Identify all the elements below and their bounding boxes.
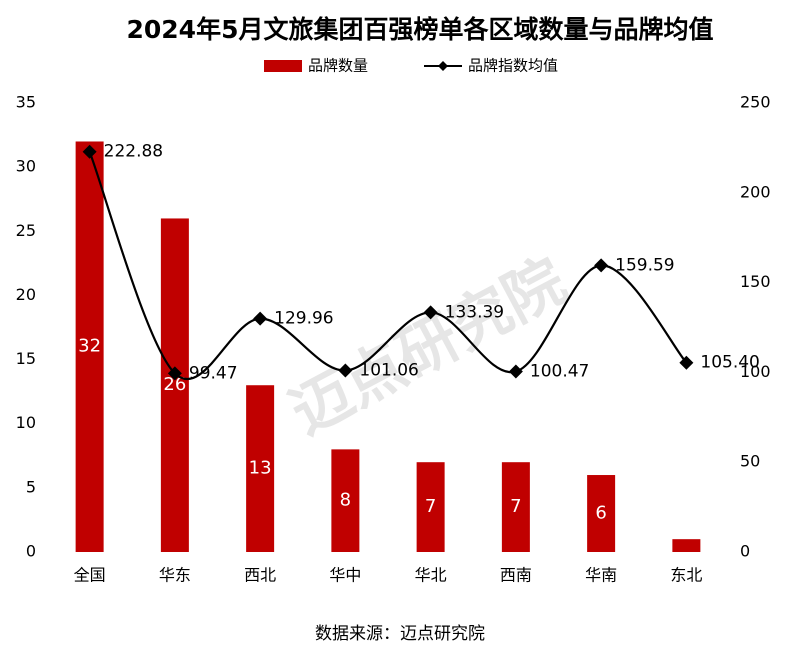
bar (587, 475, 616, 552)
line-value-label: 222.88 (104, 142, 163, 162)
x-tick-label: 西南 (500, 566, 532, 585)
bar-value-label: 32 (78, 336, 101, 357)
y-tick-label: 15 (16, 349, 36, 368)
line-marker (508, 364, 523, 379)
y2-tick-label: 50 (740, 452, 760, 471)
bar (75, 141, 104, 552)
legend-swatch (264, 60, 302, 72)
bar (501, 462, 530, 552)
y-tick-label: 20 (16, 285, 36, 304)
line-value-label: 99.47 (189, 363, 238, 383)
line-value-label: 129.96 (274, 309, 333, 329)
line-marker (338, 363, 353, 378)
y2-tick-label: 200 (740, 182, 771, 201)
bar (416, 462, 445, 552)
x-tick-label: 华中 (329, 566, 361, 585)
x-tick-label: 西北 (244, 566, 276, 585)
line-marker (423, 305, 438, 320)
y-tick-label: 35 (16, 93, 36, 112)
x-tick-label: 华东 (159, 566, 191, 585)
y-tick-label: 5 (26, 477, 36, 496)
legend-swatch (438, 61, 448, 71)
source-note: 数据来源：迈点研究院 (315, 624, 485, 644)
y-tick-label: 30 (16, 157, 36, 176)
legend-label: 品牌指数均值 (468, 57, 558, 75)
line-marker (679, 355, 694, 370)
y2-tick-label: 100 (740, 362, 771, 381)
bar-value-label: 8 (340, 490, 351, 511)
x-tick-label: 东北 (670, 566, 702, 585)
bar-value-label: 7 (425, 496, 436, 517)
legend-label: 品牌数量 (308, 57, 368, 75)
line-value-label: 133.39 (445, 302, 504, 322)
x-tick-label: 全国 (74, 566, 106, 585)
y-tick-label: 0 (26, 542, 36, 561)
y2-tick-label: 0 (740, 542, 750, 561)
line-value-label: 159.59 (615, 255, 674, 275)
y2-tick-label: 150 (740, 272, 771, 291)
bar-value-label: 13 (249, 458, 272, 479)
y-tick-label: 10 (16, 413, 36, 432)
line-value-label: 105.40 (700, 353, 759, 373)
line-value-label: 100.47 (530, 362, 589, 382)
line-value-label: 101.06 (359, 360, 418, 380)
line-marker (82, 144, 97, 159)
bar (246, 385, 275, 552)
bar-value-label: 6 (595, 503, 606, 524)
line-marker (594, 258, 609, 273)
y2-tick-label: 250 (740, 93, 771, 112)
bar (672, 539, 701, 552)
bar-value-label: 7 (510, 496, 521, 517)
bar (160, 218, 189, 552)
x-tick-label: 华北 (415, 566, 447, 585)
bar (331, 449, 360, 552)
line-marker (253, 311, 268, 326)
bar-value-label: 26 (163, 374, 186, 395)
line-marker (167, 366, 182, 381)
x-tick-label: 华南 (585, 566, 617, 585)
y-tick-label: 25 (16, 221, 36, 240)
chart-title: 2024年5月文旅集团百强榜单各区域数量与品牌均值 (127, 15, 714, 44)
